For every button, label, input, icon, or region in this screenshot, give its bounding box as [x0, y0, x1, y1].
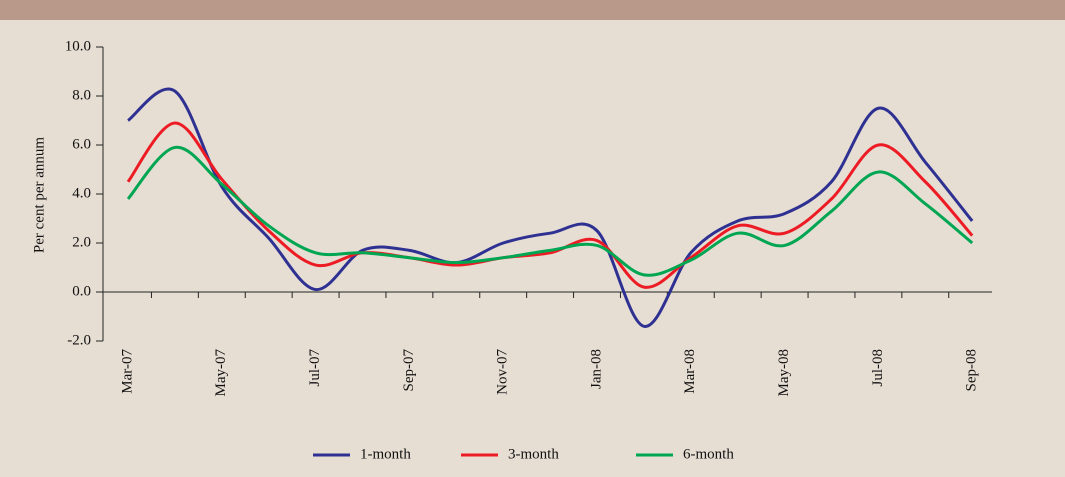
- legend-label: 1-month: [360, 446, 411, 462]
- x-tick-label: Nov-07: [495, 349, 511, 395]
- x-tick-label: Jan-08: [588, 349, 604, 389]
- x-tick-label: Sep-08: [964, 349, 980, 392]
- x-tick-label: Jul-08: [870, 349, 886, 387]
- y-tick-label: 8.0: [72, 87, 91, 103]
- series-line: [126, 121, 974, 289]
- y-tick-label: -2.0: [67, 332, 91, 348]
- x-tick-label: May-08: [776, 349, 792, 397]
- y-tick-label: 2.0: [72, 234, 91, 250]
- y-tick-label: 6.0: [72, 136, 91, 152]
- header-band: [0, 0, 1065, 20]
- legend-label: 6-month: [683, 446, 734, 462]
- y-tick-label: 0.0: [72, 283, 91, 299]
- x-tick-label: Jul-07: [307, 349, 323, 387]
- x-tick-label: May-07: [213, 349, 229, 397]
- y-tick-label: 4.0: [72, 185, 91, 201]
- series-line: [126, 145, 974, 277]
- y-tick-label: 10.0: [65, 38, 91, 54]
- y-axis-label: Per cent per annum: [31, 137, 47, 254]
- x-tick-label: Mar-08: [682, 349, 698, 394]
- legend-label: 3-month: [508, 446, 559, 462]
- x-tick-label: Sep-07: [401, 349, 417, 392]
- x-tick-label: Mar-07: [119, 349, 135, 394]
- series-line: [127, 87, 974, 328]
